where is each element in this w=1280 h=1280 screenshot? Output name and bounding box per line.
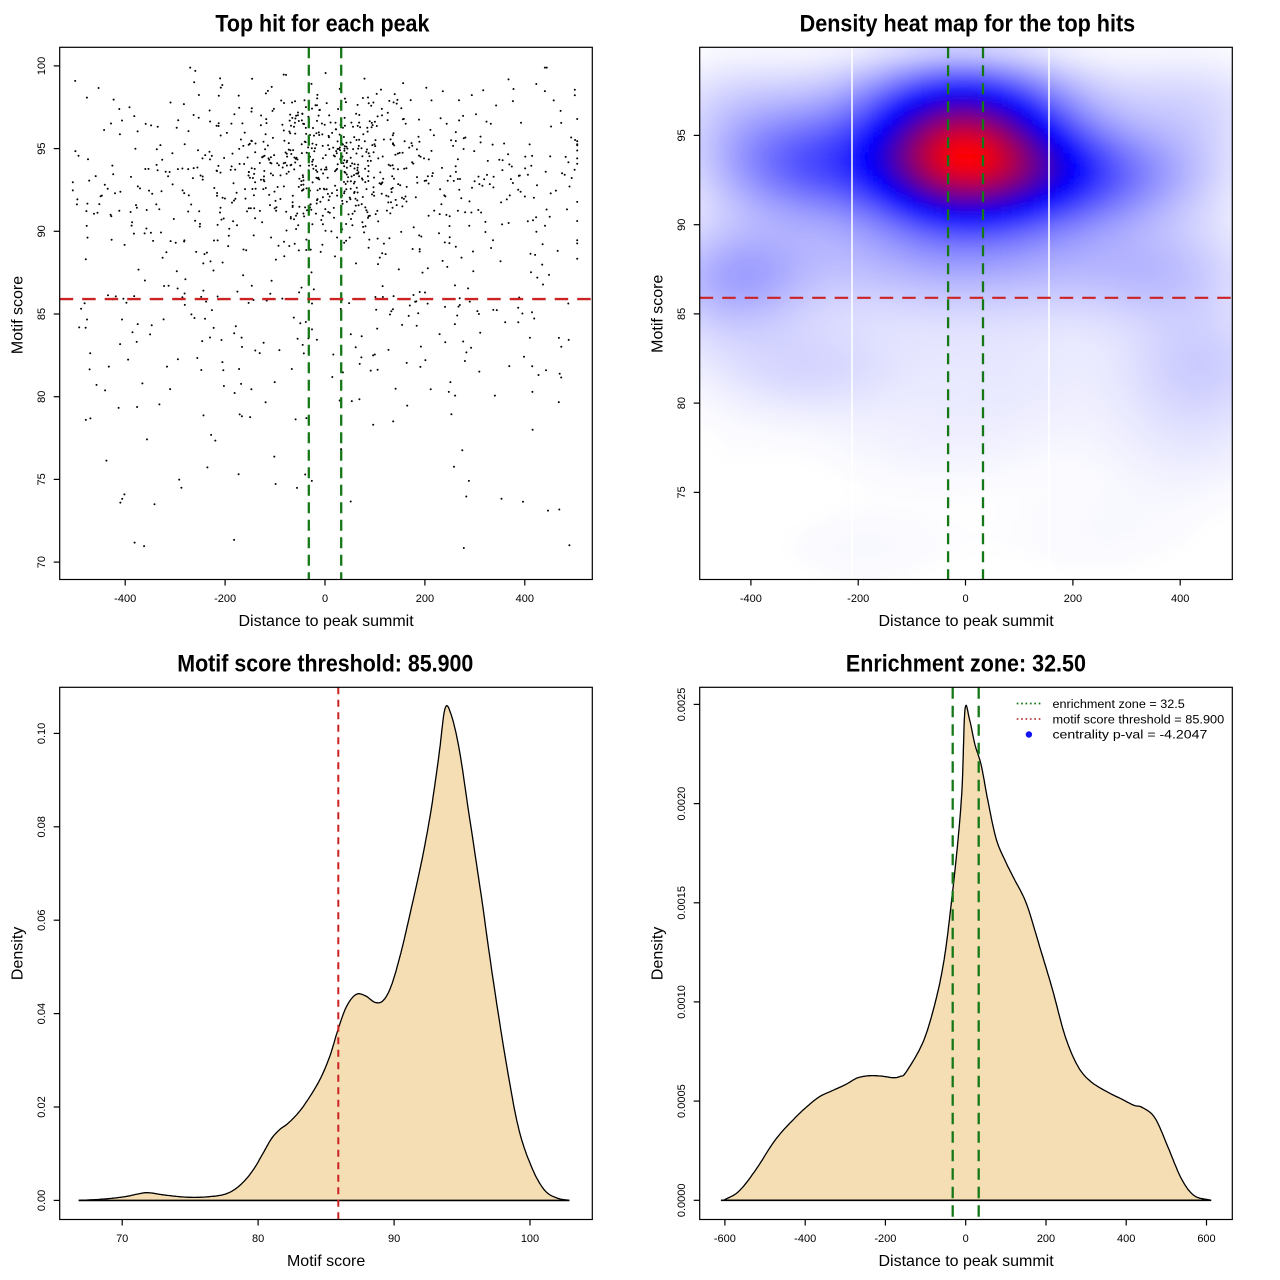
svg-text:0.0005: 0.0005 bbox=[676, 1084, 688, 1118]
svg-text:-400: -400 bbox=[740, 593, 762, 605]
svg-text:200: 200 bbox=[1064, 593, 1082, 605]
svg-text:0: 0 bbox=[962, 593, 968, 605]
svg-text:0: 0 bbox=[963, 1233, 969, 1245]
svg-text:Density: Density bbox=[9, 927, 26, 980]
svg-text:0.02: 0.02 bbox=[36, 1096, 48, 1117]
svg-text:80: 80 bbox=[36, 391, 48, 403]
svg-text:-600: -600 bbox=[714, 1233, 736, 1245]
svg-text:95: 95 bbox=[676, 129, 688, 141]
svg-text:100: 100 bbox=[521, 1233, 539, 1245]
svg-text:Distance to peak summit: Distance to peak summit bbox=[239, 613, 415, 630]
svg-text:Distance to peak summit: Distance to peak summit bbox=[879, 613, 1055, 630]
svg-text:400: 400 bbox=[1171, 593, 1189, 605]
svg-text:Distance to peak summit: Distance to peak summit bbox=[879, 1253, 1055, 1270]
svg-text:0.08: 0.08 bbox=[36, 816, 48, 837]
svg-text:200: 200 bbox=[1037, 1233, 1055, 1245]
svg-text:400: 400 bbox=[516, 593, 534, 605]
svg-text:Density: Density bbox=[649, 927, 666, 980]
svg-text:0.0010: 0.0010 bbox=[676, 985, 688, 1019]
svg-text:90: 90 bbox=[676, 219, 688, 231]
svg-text:80: 80 bbox=[676, 397, 688, 409]
svg-text:75: 75 bbox=[676, 486, 688, 498]
svg-text:-400: -400 bbox=[114, 593, 136, 605]
svg-text:0.10: 0.10 bbox=[36, 723, 48, 744]
svg-text:0.0000: 0.0000 bbox=[676, 1183, 688, 1217]
svg-text:200: 200 bbox=[416, 593, 434, 605]
svg-text:Top hit for each peak: Top hit for each peak bbox=[215, 11, 430, 38]
svg-text:enrichment zone = 32.5: enrichment zone = 32.5 bbox=[1053, 697, 1185, 711]
svg-text:75: 75 bbox=[36, 473, 48, 485]
svg-text:600: 600 bbox=[1197, 1233, 1215, 1245]
svg-text:85: 85 bbox=[36, 308, 48, 320]
svg-text:-200: -200 bbox=[847, 593, 869, 605]
svg-text:0.00: 0.00 bbox=[36, 1190, 48, 1211]
svg-text:Density heat map for the top h: Density heat map for the top hits bbox=[800, 11, 1136, 38]
svg-text:Motif score threshold: 85.900: Motif score threshold: 85.900 bbox=[177, 651, 473, 678]
svg-text:0.0025: 0.0025 bbox=[676, 688, 688, 722]
svg-text:90: 90 bbox=[36, 225, 48, 237]
svg-text:80: 80 bbox=[252, 1233, 264, 1245]
svg-text:-200: -200 bbox=[874, 1233, 896, 1245]
svg-text:Motif score: Motif score bbox=[287, 1253, 365, 1270]
svg-text:95: 95 bbox=[36, 142, 48, 154]
svg-text:0.06: 0.06 bbox=[36, 909, 48, 930]
svg-text:0: 0 bbox=[322, 593, 328, 605]
svg-text:0.0020: 0.0020 bbox=[676, 787, 688, 821]
svg-text:Motif score: Motif score bbox=[649, 274, 666, 352]
svg-text:centrality p-val = -4.2047: centrality p-val = -4.2047 bbox=[1053, 728, 1208, 742]
svg-text:motif score threshold = 85.900: motif score threshold = 85.900 bbox=[1053, 712, 1225, 726]
svg-text:-200: -200 bbox=[214, 593, 236, 605]
svg-text:-400: -400 bbox=[794, 1233, 816, 1245]
svg-text:0.04: 0.04 bbox=[36, 1003, 48, 1024]
svg-text:400: 400 bbox=[1117, 1233, 1135, 1245]
svg-text:Motif score: Motif score bbox=[9, 276, 26, 354]
svg-text:Enrichment zone: 32.50: Enrichment zone: 32.50 bbox=[846, 651, 1086, 678]
svg-text:70: 70 bbox=[116, 1233, 128, 1245]
svg-text:0.0015: 0.0015 bbox=[676, 886, 688, 920]
svg-text:85: 85 bbox=[676, 308, 688, 320]
svg-text:70: 70 bbox=[36, 556, 48, 568]
svg-text:90: 90 bbox=[388, 1233, 400, 1245]
svg-text:100: 100 bbox=[36, 57, 48, 75]
